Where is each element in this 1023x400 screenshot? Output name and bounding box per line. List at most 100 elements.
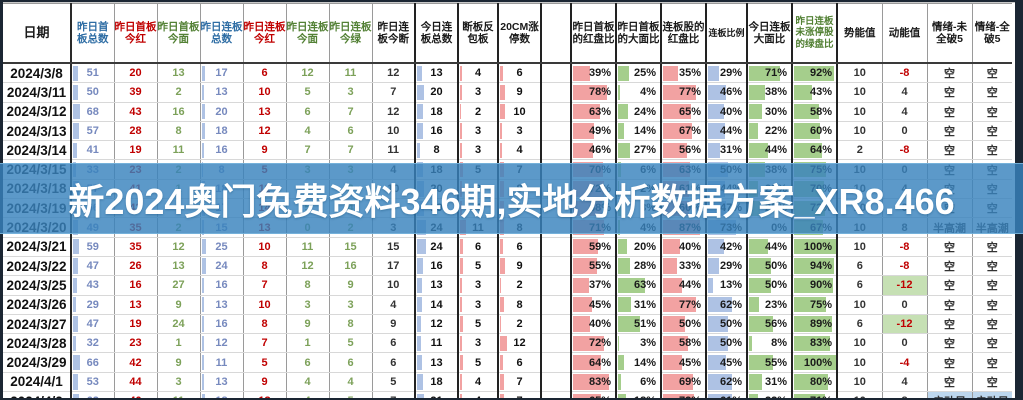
cell-momentum-value[interactable]: 0	[881, 121, 927, 142]
cell-first-red-ratio[interactable]: 55%	[570, 256, 616, 277]
cell-yday-lian-red[interactable]: 12	[242, 121, 286, 142]
cell-cm20-limit[interactable]: 6	[497, 237, 541, 257]
cell-yday-first-red[interactable]: 19	[113, 140, 157, 161]
cell-yday-green-ratio[interactable]: 58%	[791, 102, 837, 122]
cell-potential-value[interactable]: 10	[836, 352, 882, 373]
cell-yday-first-damian[interactable]: 16	[156, 102, 200, 122]
cell-spacer[interactable]	[540, 352, 572, 373]
cell-today-lian-total[interactable]: 11	[414, 333, 458, 354]
cell-today-lian-total[interactable]: 21	[414, 391, 458, 398]
cell-momentum-value[interactable]: -8	[881, 256, 927, 277]
cell-lianban-ratio[interactable]: 50%	[705, 333, 747, 354]
cell-yday-first-total[interactable]: 53	[70, 372, 114, 393]
cell-lian-red-ratio[interactable]: 35%	[660, 63, 706, 84]
cell-broken-fanbao[interactable]: 4	[457, 63, 498, 84]
cell-first-damian-ratio[interactable]: 31%	[615, 295, 661, 315]
cell-momentum-value[interactable]: 0	[881, 295, 927, 315]
cell-mood-not-broken[interactable]: 空	[926, 256, 972, 277]
cell-lianban-ratio[interactable]: 13%	[705, 275, 747, 296]
cell-mood-broken[interactable]: 空	[971, 352, 1012, 373]
cell-cm20-limit[interactable]: 2	[497, 314, 541, 335]
cell-yday-lian-broken[interactable]: 17	[371, 256, 415, 277]
cell-yday-green-ratio[interactable]: 71%	[791, 391, 837, 398]
cell-lian-red-ratio[interactable]: 50%	[660, 314, 706, 335]
cell-yday-first-damian[interactable]: 27	[156, 275, 200, 296]
cell-mood-not-broken[interactable]: 空	[926, 63, 972, 84]
cell-lian-red-ratio[interactable]: 33%	[660, 256, 706, 277]
column-header-yday-lian-broken[interactable]: 昨日连板今断	[371, 3, 415, 64]
cell-cm20-limit[interactable]: 8	[497, 295, 541, 315]
cell-yday-lian-total[interactable]: 16	[199, 314, 243, 335]
cell-mood-not-broken[interactable]: 空	[926, 333, 972, 354]
cell-broken-fanbao[interactable]: 3	[457, 295, 498, 315]
cell-cm20-limit[interactable]: 4	[497, 140, 541, 161]
cell-momentum-value[interactable]: 0	[881, 333, 927, 354]
cell-yday-lian-total[interactable]: 18	[199, 121, 243, 142]
cell-lianban-ratio[interactable]: 29%	[705, 256, 747, 277]
cell-spacer[interactable]	[540, 391, 572, 398]
cell-mood-broken[interactable]: 空	[971, 314, 1012, 335]
cell-today-damian-ratio[interactable]: 44%	[746, 140, 792, 161]
cell-first-red-ratio[interactable]: 37%	[570, 275, 616, 296]
cell-today-lian-total[interactable]: 16	[414, 121, 458, 142]
cell-cm20-limit[interactable]: 2	[497, 275, 541, 296]
cell-first-damian-ratio[interactable]: 18%	[615, 391, 661, 398]
cell-cm20-limit[interactable]: 7	[497, 372, 541, 393]
cell-momentum-value[interactable]: -4	[881, 352, 927, 373]
cell-yday-first-damian[interactable]: 11	[156, 391, 200, 398]
cell-first-damian-ratio[interactable]: 14%	[615, 121, 661, 142]
cell-date[interactable]: 2024/3/13	[3, 121, 72, 142]
cell-yday-lian-red[interactable]: 7	[242, 275, 286, 296]
cell-yday-lian-damian[interactable]: 11	[285, 237, 329, 257]
cell-yday-first-total[interactable]: 29	[70, 295, 114, 315]
cell-spacer[interactable]	[540, 275, 572, 296]
cell-yday-lian-damian[interactable]: 12	[285, 256, 329, 277]
cell-first-damian-ratio[interactable]: 51%	[615, 314, 661, 335]
cell-first-damian-ratio[interactable]: 63%	[615, 275, 661, 296]
cell-date[interactable]: 2024/3/14	[3, 140, 72, 161]
column-header-yday-first-red[interactable]: 昨日首板今红	[113, 3, 157, 64]
cell-yday-lian-green[interactable]: 16	[328, 256, 372, 277]
cell-today-damian-ratio[interactable]: 23%	[746, 295, 792, 315]
cell-yday-green-ratio[interactable]: 75%	[791, 295, 837, 315]
cell-today-damian-ratio[interactable]: 56%	[746, 314, 792, 335]
column-header-today-damian-ratio[interactable]: 今日连板大面比	[746, 3, 792, 64]
cell-lianban-ratio[interactable]: 61%	[705, 391, 747, 398]
cell-yday-lian-red[interactable]: 6	[242, 63, 286, 84]
column-header-yday-lian-red[interactable]: 昨日连板今红	[242, 3, 286, 64]
cell-first-red-ratio[interactable]: 72%	[570, 333, 616, 354]
cell-broken-fanbao[interactable]: 4	[457, 372, 498, 393]
cell-today-damian-ratio[interactable]: 30%	[746, 102, 792, 122]
cell-yday-lian-damian[interactable]: 5	[285, 82, 329, 103]
cell-momentum-value[interactable]: 8	[881, 391, 927, 398]
cell-lian-red-ratio[interactable]: 67%	[660, 121, 706, 142]
cell-yday-lian-green[interactable]: 5	[328, 391, 372, 398]
cell-yday-first-damian[interactable]: 11	[156, 140, 200, 161]
cell-yday-lian-damian[interactable]: 4	[285, 121, 329, 142]
cell-yday-lian-green[interactable]: 3	[328, 82, 372, 103]
cell-date[interactable]: 2024/3/11	[3, 82, 72, 103]
cell-cm20-limit[interactable]: 6	[497, 63, 541, 84]
cell-today-damian-ratio[interactable]: 50%	[746, 256, 792, 277]
cell-mood-broken[interactable]: 空	[971, 82, 1012, 103]
cell-today-lian-total[interactable]: 13	[414, 275, 458, 296]
cell-yday-first-damian[interactable]: 12	[156, 237, 200, 257]
cell-momentum-value[interactable]: 4	[881, 372, 927, 393]
cell-lianban-ratio[interactable]: 40%	[705, 102, 747, 122]
cell-lian-red-ratio[interactable]: 56%	[660, 140, 706, 161]
cell-yday-lian-red[interactable]: 13	[242, 391, 286, 398]
cell-yday-lian-green[interactable]: 8	[328, 314, 372, 335]
cell-broken-fanbao[interactable]: 6	[457, 237, 498, 257]
cell-yday-lian-broken[interactable]: 9	[371, 314, 415, 335]
cell-potential-value[interactable]: 6	[836, 275, 882, 296]
cell-first-damian-ratio[interactable]: 24%	[615, 102, 661, 122]
cell-yday-lian-damian[interactable]: 6	[285, 352, 329, 373]
cell-potential-value[interactable]: 10	[836, 391, 882, 398]
cell-lianban-ratio[interactable]: 46%	[705, 82, 747, 103]
cell-today-damian-ratio[interactable]: 44%	[746, 237, 792, 257]
cell-yday-lian-broken[interactable]: 6	[371, 352, 415, 373]
cell-potential-value[interactable]: 6	[836, 314, 882, 335]
cell-lian-red-ratio[interactable]: 77%	[660, 295, 706, 315]
cell-yday-lian-red[interactable]: 9	[242, 140, 286, 161]
cell-lian-red-ratio[interactable]: 69%	[660, 372, 706, 393]
